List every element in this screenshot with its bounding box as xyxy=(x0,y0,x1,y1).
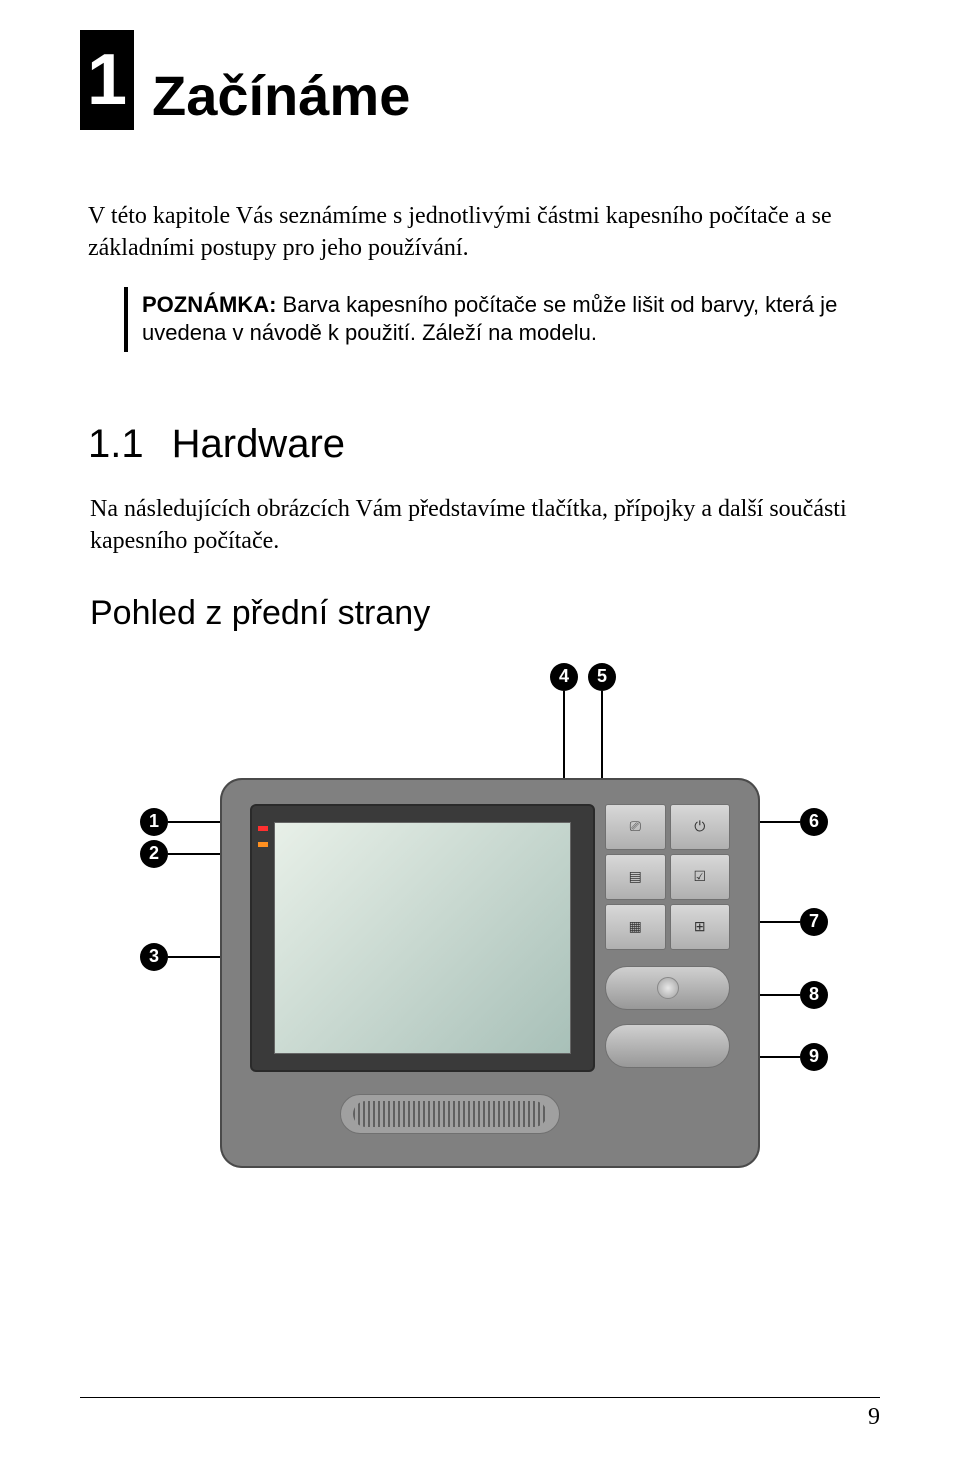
led-indicator-1 xyxy=(258,826,268,831)
button-panel: ⎚ ⏻ ▤ ☑ ▦ ⊞ xyxy=(605,804,730,954)
intro-paragraph: V této kapitole Vás seznámíme s jednotli… xyxy=(80,200,880,265)
device-figure: 4 5 1 2 3 6 7 8 9 ⎚ ⏻ ▤ xyxy=(80,663,880,1193)
subsection-heading: Pohled z přední strany xyxy=(80,594,880,633)
device-nav-button xyxy=(605,966,730,1010)
chapter-title: Začínáme xyxy=(152,68,410,130)
callout-3: 3 xyxy=(140,943,168,971)
device-screen xyxy=(274,822,571,1054)
device-button-a: ▤ xyxy=(605,854,666,900)
chapter-number-badge: 1 xyxy=(80,30,134,130)
device-button-c: ▦ xyxy=(605,904,666,950)
list-icon: ▤ xyxy=(629,868,642,885)
check-icon: ☑ xyxy=(693,868,706,885)
callout-8: 8 xyxy=(800,981,828,1009)
device-inner: ⎚ ⏻ ▤ ☑ ▦ ⊞ xyxy=(250,804,730,1142)
device-button-b: ☑ xyxy=(670,854,731,900)
callout-line xyxy=(168,956,225,958)
led-indicator-2 xyxy=(258,842,268,847)
home-icon: ⎚ xyxy=(630,818,641,835)
device-button-home: ⎚ xyxy=(605,804,666,850)
section-text: Na následujících obrázcích Vám představí… xyxy=(80,493,880,558)
section-heading: 1.1 Hardware xyxy=(80,422,880,467)
callout-9: 9 xyxy=(800,1043,828,1071)
grid-icon: ▦ xyxy=(629,918,642,935)
note-label: POZNÁMKA: xyxy=(142,292,276,317)
callout-1: 1 xyxy=(140,808,168,836)
screen-frame xyxy=(250,804,595,1072)
callout-5: 5 xyxy=(588,663,616,691)
page-number: 9 xyxy=(868,1404,880,1430)
callout-6: 6 xyxy=(800,808,828,836)
section-title: Hardware xyxy=(172,422,345,466)
callout-2: 2 xyxy=(140,840,168,868)
callout-7: 7 xyxy=(800,908,828,936)
device-speaker-grille xyxy=(340,1094,560,1134)
device-button-d: ⊞ xyxy=(670,904,731,950)
section-number: 1.1 xyxy=(88,422,144,466)
callout-4: 4 xyxy=(550,663,578,691)
device-button-power: ⏻ xyxy=(670,804,731,850)
apps-icon: ⊞ xyxy=(694,918,706,935)
power-icon: ⏻ xyxy=(694,818,705,835)
page-footer: 9 xyxy=(80,1397,880,1431)
device-body: ⎚ ⏻ ▤ ☑ ▦ ⊞ xyxy=(220,778,760,1168)
device-pill-button xyxy=(605,1024,730,1068)
chapter-header: 1 Začínáme xyxy=(80,30,880,130)
note-box: POZNÁMKA: Barva kapesního počítače se mů… xyxy=(124,287,880,352)
